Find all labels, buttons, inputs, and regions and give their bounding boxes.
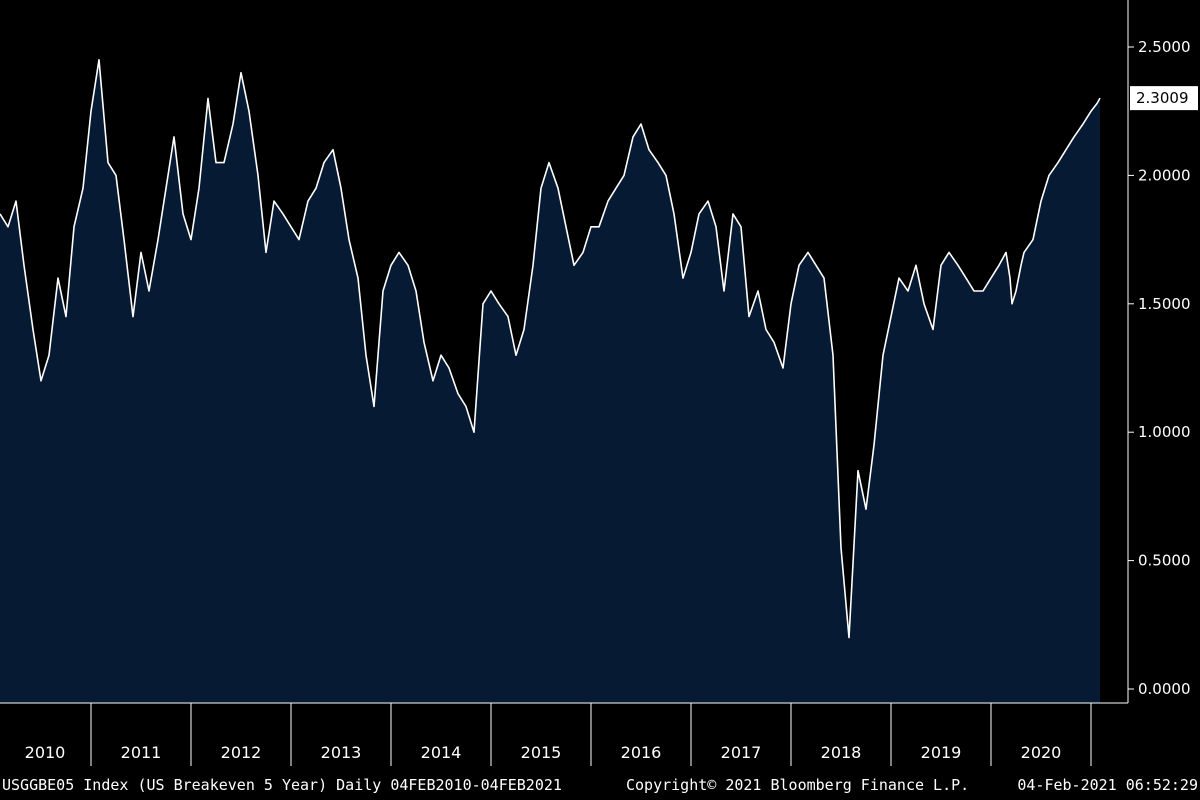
last-value-label: 2.3009: [1136, 89, 1189, 107]
last-value-box: [1130, 86, 1198, 111]
y-tick-label: 2.5000: [1138, 38, 1191, 56]
x-tick-label: 2011: [121, 743, 162, 762]
x-tick-label: 2018: [821, 743, 862, 762]
chart-area: 0.0000 0.5000 1.0000 1.5000 2.0000 2.5000 201…: [0, 0, 1198, 766]
line-layer: [0, 58, 1101, 639]
x-tick-label: 2012: [221, 743, 262, 762]
x-tick-label: 2015: [521, 743, 562, 762]
x-tick-label: 2014: [421, 743, 462, 762]
axis-layer: [0, 0, 1129, 704]
y-tick-label: 2.0000: [1138, 166, 1191, 184]
y-tick-label: 0.5000: [1138, 552, 1191, 570]
x-tick-label: 2013: [321, 743, 362, 762]
x-tick-label: 2010: [25, 743, 66, 762]
y-axis-ticks: 0.0000 0.5000 1.0000 1.5000 2.0000 2.5000: [1128, 38, 1191, 698]
x-tick-label: 2016: [621, 743, 662, 762]
x-axis-ticks: 2010 2011 2012 2013 2014 2015 2016 2017 2018 2019…: [25, 703, 1092, 766]
y-tick-label: 1.5000: [1138, 295, 1191, 313]
x-tick-label: 2017: [721, 743, 762, 762]
series-area: [0, 59, 1100, 704]
footer-copyright: Copyright© 2021 Bloomberg Finance L.P.: [626, 776, 970, 794]
footer-timestamp: 04-Feb-2021 06:52:29: [1017, 776, 1198, 794]
breakeven-chart: 0.0000 0.5000 1.0000 1.5000 2.0000 2.5000 201…: [0, 0, 1198, 766]
footer-ticker-info: USGGBE05 Index (US Breakeven 5 Year) Dai…: [2, 776, 562, 794]
area-layer: [0, 59, 1100, 704]
x-tick-label: 2020: [1021, 743, 1062, 762]
y-tick-label: 0.0000: [1138, 680, 1191, 698]
x-tick-label: 2019: [921, 743, 962, 762]
last-value-marker: 2.3009: [1130, 86, 1198, 111]
series-line: [0, 58, 1101, 639]
y-tick-label: 1.0000: [1138, 423, 1191, 441]
